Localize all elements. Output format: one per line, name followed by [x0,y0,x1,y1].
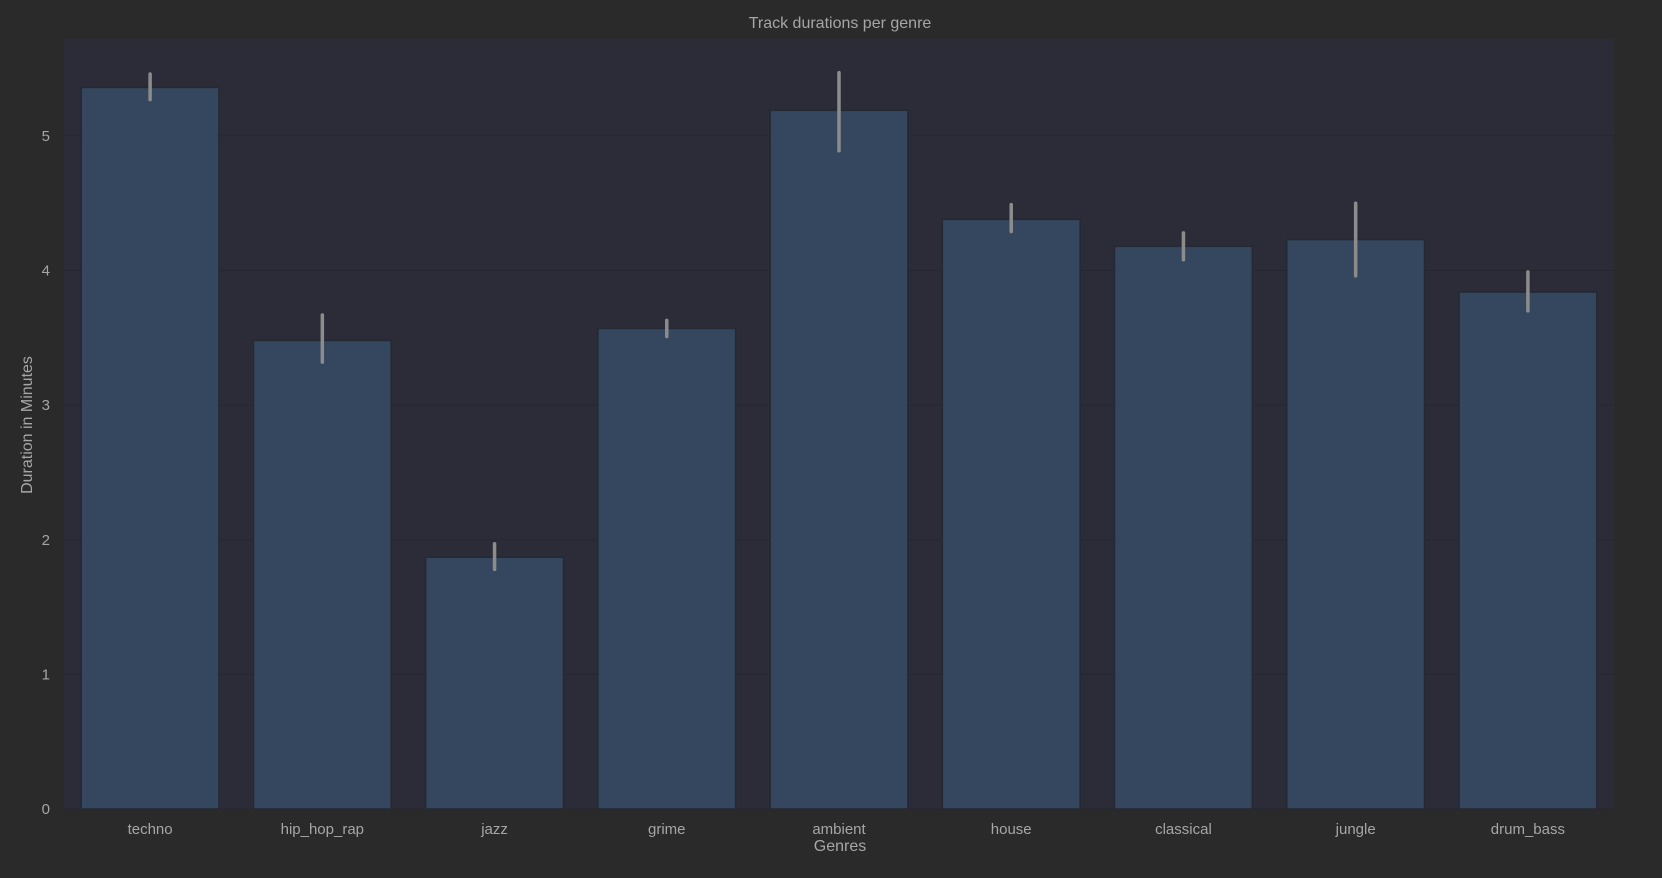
y-tick-label: 3 [42,397,50,414]
chart-title: Track durations per genre [748,15,932,32]
bar-drum_bass [1458,291,1598,810]
bar-hip_hop_rap [252,339,392,810]
x-tick-label-house: house [991,821,1032,838]
x-tick-label-hip_hop_rap: hip_hop_rap [281,821,364,838]
bar-house [941,218,1081,810]
bar-classical [1113,245,1254,810]
x-tick-label-techno: techno [128,821,173,838]
bar-techno [80,86,220,810]
x-tick-label-classical: classical [1155,821,1212,838]
bar-grime [597,327,737,810]
x-tick-label-grime: grime [648,821,686,838]
y-axis-label: Duration in Minutes [19,356,36,494]
y-tick-label: 1 [42,666,50,683]
x-tick-label-ambient: ambient [812,821,866,838]
x-axis-label: Genres [813,838,867,855]
bar-ambient [769,109,909,810]
y-tick-label: 4 [42,263,50,280]
x-tick-label-jungle: jungle [1335,821,1376,838]
x-tick-label-jazz: jazz [480,821,508,838]
y-tick-label: 2 [42,532,50,549]
y-tick-label: 0 [42,801,50,818]
bar-jazz [424,556,565,810]
y-tick-label: 5 [42,128,50,145]
bar-jungle [1286,238,1426,810]
x-tick-label-drum_bass: drum_bass [1491,821,1565,838]
